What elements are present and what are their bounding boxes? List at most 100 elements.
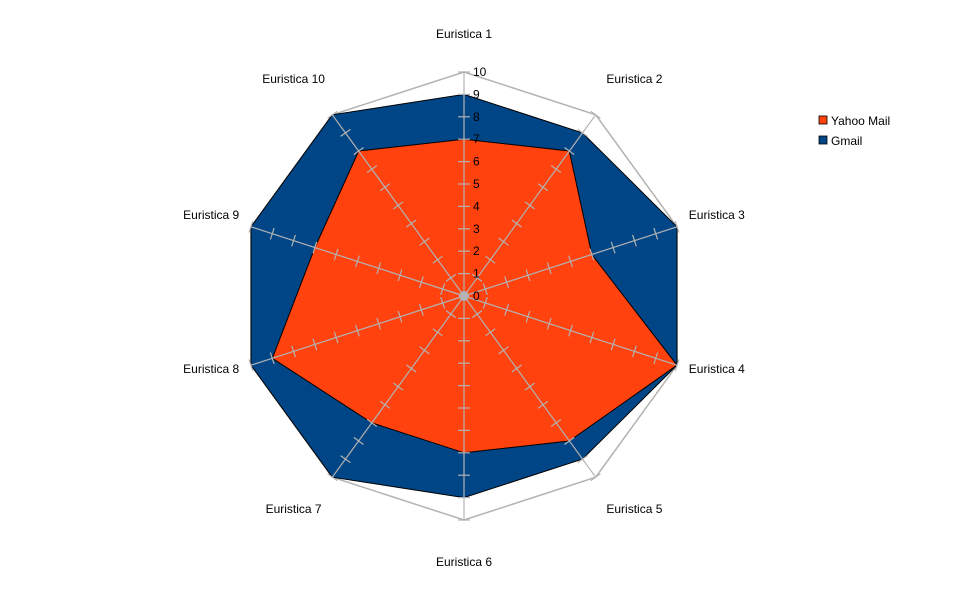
radar-tick-mark <box>498 237 509 246</box>
radar-tick-mark <box>340 128 351 137</box>
radar-tick-mark <box>524 382 536 391</box>
radar-tick-mark <box>312 241 318 254</box>
radar-tick-mark <box>406 364 417 373</box>
radar-tick-mark <box>674 359 680 372</box>
radar-tick-mark <box>445 273 457 282</box>
radar-tick-mark <box>418 303 424 316</box>
radar-tick-mark <box>610 338 616 351</box>
radar-tick-mark <box>485 328 496 337</box>
radar-tick-mark <box>392 382 404 391</box>
radar-tick-mark <box>432 255 443 264</box>
radar-tick-mark <box>590 473 601 482</box>
radar-tick-mark <box>432 328 443 337</box>
radar-tick-mark <box>312 338 318 351</box>
radar-tick-mark <box>333 331 339 344</box>
radar-tick-mark <box>376 317 382 330</box>
radar-tick-mark <box>525 310 531 323</box>
radar-tick-mark <box>589 331 595 344</box>
radar-tick-mark <box>353 436 364 445</box>
radar-tick-mark <box>379 400 391 409</box>
radar-tick-mark <box>525 269 531 282</box>
radar-tick-mark <box>610 241 616 254</box>
radar-tick-mark <box>419 237 430 246</box>
radar-tick-mark <box>674 220 680 233</box>
legend-label: Gmail <box>831 134 862 148</box>
radar-tick-mark <box>653 227 659 240</box>
radar-tick-mark <box>568 324 573 337</box>
radar-tick-mark <box>471 273 483 282</box>
category-label: Euristica 9 <box>183 208 239 222</box>
radar-tick-mark <box>590 110 601 119</box>
radar-tick-mark <box>568 255 573 268</box>
radar-tick-mark <box>248 220 254 233</box>
radar-tick-mark <box>564 436 575 445</box>
tick-label: 7 <box>473 132 480 146</box>
radar-tick-mark <box>340 455 351 464</box>
radar-tick-mark <box>511 219 522 228</box>
radar-tick-mark <box>577 128 588 137</box>
radar-tick-mark <box>498 346 509 355</box>
radar-axes-group <box>248 71 680 521</box>
tick-label: 0 <box>473 289 480 303</box>
radar-tick-mark <box>653 352 659 365</box>
radar-tick-mark <box>418 276 424 289</box>
radar-tick-mark <box>397 269 403 282</box>
radar-tick-mark <box>550 418 562 427</box>
radar-tick-mark <box>269 227 275 240</box>
radar-tick-mark <box>471 310 483 319</box>
tick-label: 5 <box>473 177 480 191</box>
radar-tick-mark <box>353 147 364 156</box>
tick-label: 2 <box>473 244 480 258</box>
category-label: Euristica 6 <box>436 555 492 569</box>
category-label: Euristica 3 <box>689 208 745 222</box>
category-label: Euristica 8 <box>183 362 239 376</box>
radar-tick-mark <box>546 262 552 275</box>
radar-tick-mark <box>632 234 637 247</box>
radar-tick-mark <box>524 201 536 210</box>
category-label: Euristica 5 <box>606 502 662 516</box>
radar-tick-mark <box>550 165 562 174</box>
tick-label: 3 <box>473 222 480 236</box>
radar-tick-mark <box>485 255 496 264</box>
radar-tick-mark <box>392 201 404 210</box>
radar-tick-mark <box>366 165 378 174</box>
radar-tick-mark <box>291 234 296 247</box>
radar-tick-mark <box>504 276 510 289</box>
radar-tick-mark <box>406 219 417 228</box>
legend-swatch <box>818 115 828 125</box>
tick-label: 6 <box>473 155 480 169</box>
radar-tick-mark <box>564 147 575 156</box>
radar-tick-mark <box>589 248 595 261</box>
radar-tick-mark <box>269 352 275 365</box>
category-label: Euristica 7 <box>266 502 322 516</box>
radar-tick-mark <box>366 418 378 427</box>
radar-tick-mark <box>511 364 522 373</box>
radar-tick-mark <box>291 345 296 358</box>
radar-tick-mark <box>355 324 360 337</box>
radar-tick-mark <box>546 317 552 330</box>
tick-label: 4 <box>473 199 480 213</box>
category-label: Euristica 2 <box>606 72 662 86</box>
radar-tick-mark <box>504 303 510 316</box>
radar-tick-mark <box>537 183 549 192</box>
category-label: Euristica 10 <box>262 72 325 86</box>
tick-label: 8 <box>473 110 480 124</box>
radar-tick-labels: 0 1 2 3 4 5 6 7 8 9 10 <box>473 65 487 303</box>
tick-label: 9 <box>473 87 480 101</box>
radar-tick-mark <box>537 400 549 409</box>
radar-tick-mark <box>632 345 637 358</box>
radar-category-labels: Euristica 1 Euristica 2 Euristica 3 Euristi… <box>183 27 745 569</box>
legend-label: Yahoo Mail <box>831 114 890 128</box>
radar-tick-mark <box>333 248 339 261</box>
radar-tick-mark <box>327 473 338 482</box>
radar-tick-mark <box>379 183 391 192</box>
legend-swatch <box>818 135 828 145</box>
radar-tick-mark <box>327 110 338 119</box>
radar-tick-mark <box>376 262 382 275</box>
tick-label: 1 <box>473 267 480 281</box>
radar-tick-mark <box>440 283 446 295</box>
radar-tick-mark <box>482 283 488 295</box>
tick-label: 10 <box>473 65 487 79</box>
